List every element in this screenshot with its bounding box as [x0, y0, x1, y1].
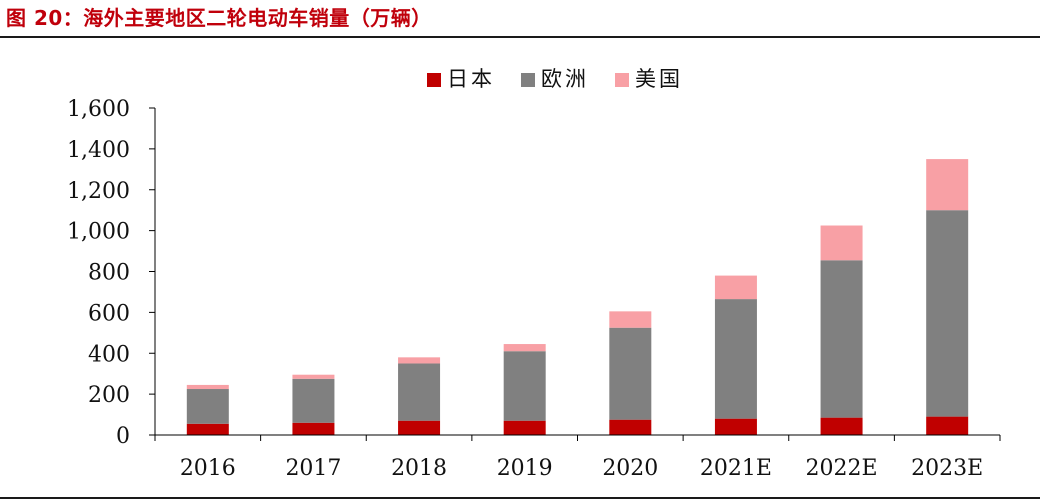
bar-segment-usa — [186, 384, 229, 390]
bar-segment-europe — [714, 299, 757, 419]
bar-stack-2023E — [926, 159, 969, 435]
y-tick-label: 600 — [88, 301, 130, 326]
bar-segment-usa — [820, 225, 863, 261]
bar-segment-europe — [926, 210, 969, 417]
bar-stack-2022E — [820, 225, 863, 435]
bar-segment-usa — [926, 159, 969, 211]
bar-segment-europe — [292, 378, 335, 423]
y-tick-label: 0 — [116, 424, 130, 449]
x-tick-label: 2020 — [602, 456, 658, 481]
legend-label-japan: 日本 — [447, 67, 495, 91]
bar-segment-japan — [186, 423, 229, 435]
bar-segment-usa — [714, 275, 757, 300]
bar-stack-2019 — [503, 344, 546, 435]
y-axis: 0 200 400 600 800 1,000 1,200 1,400 1,600 — [67, 97, 156, 449]
bar-segment-europe — [186, 389, 229, 424]
bar-segment-usa — [609, 311, 652, 328]
bottom-divider — [0, 497, 1040, 499]
x-tick-label: 2022E — [806, 456, 878, 481]
legend-swatch-japan — [427, 73, 441, 87]
bar-segment-europe — [398, 363, 441, 421]
x-axis: 2016 2017 2018 2019 2020 2021E 2022E 2023E — [154, 434, 1001, 481]
bar-segment-japan — [503, 420, 546, 435]
y-tick-label: 1,200 — [67, 179, 130, 204]
x-tick-label: 2017 — [285, 456, 341, 481]
y-tick-label: 200 — [88, 383, 130, 408]
bar-segment-usa — [503, 344, 546, 352]
bar-segment-europe — [820, 260, 863, 418]
y-tick-label: 1,400 — [67, 138, 130, 163]
bar-segment-japan — [398, 420, 441, 435]
legend-label-usa: 美国 — [635, 67, 683, 91]
legend-swatch-europe — [521, 73, 535, 87]
y-tick-label: 1,600 — [67, 97, 130, 122]
y-tick-label: 1,000 — [67, 220, 130, 245]
x-tick-label: 2021E — [700, 456, 772, 481]
x-tick-label: 2023E — [911, 456, 983, 481]
bar-stack-2016 — [186, 384, 229, 435]
figure-title: 图 20：海外主要地区二轮电动车销量（万辆） — [6, 6, 432, 30]
bar-segment-japan — [292, 422, 335, 435]
bar-segment-japan — [714, 418, 757, 435]
bar-segment-europe — [503, 351, 546, 421]
bar-segment-usa — [398, 357, 441, 364]
chart-legend: 日本 欧洲 美国 — [427, 67, 683, 91]
y-tick-label: 800 — [88, 261, 130, 286]
x-tick-label: 2019 — [497, 456, 553, 481]
bar-segment-japan — [926, 416, 969, 435]
x-tick-label: 2018 — [391, 456, 447, 481]
y-tick-label: 400 — [88, 342, 130, 367]
bar-segment-usa — [292, 374, 335, 379]
bar-stack-2021E — [714, 275, 757, 435]
legend-swatch-usa — [615, 73, 629, 87]
bar-segment-japan — [820, 417, 863, 435]
bar-stack-2017 — [292, 374, 335, 435]
chart-bars — [186, 159, 969, 435]
legend-label-europe: 欧洲 — [541, 67, 589, 91]
title-divider — [0, 36, 1040, 38]
bar-segment-japan — [609, 419, 652, 435]
x-tick-label: 2016 — [180, 456, 236, 481]
bar-stack-2020 — [609, 311, 652, 435]
bar-stack-2018 — [398, 357, 441, 435]
bar-segment-europe — [609, 327, 652, 420]
